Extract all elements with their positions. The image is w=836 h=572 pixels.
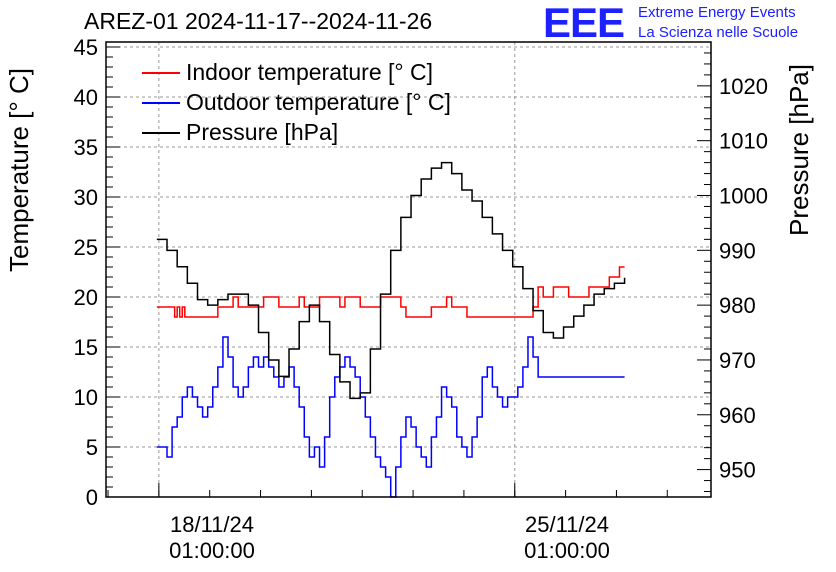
left-tick-label: 40 xyxy=(74,85,98,110)
logo-line-1: Extreme Energy Events xyxy=(638,4,796,21)
left-axis: 0 5 10 15 20 25 30 35 40 45 xyxy=(74,35,120,510)
right-tick-label: 970 xyxy=(719,348,756,373)
left-tick-label: 45 xyxy=(74,35,98,60)
y-axis-right-label: Pressure [hPa] xyxy=(784,64,814,236)
x-tick-1-time: 01:00:00 xyxy=(169,538,255,563)
left-tick-label: 35 xyxy=(74,135,98,160)
right-tick-label: 990 xyxy=(719,238,756,263)
x-tick-2-time: 01:00:00 xyxy=(524,538,610,563)
left-tick-label: 20 xyxy=(74,285,98,310)
legend-label-pressure: Pressure [hPa] xyxy=(186,119,339,145)
series-line-0 xyxy=(156,266,625,318)
right-tick-label: 1010 xyxy=(719,129,768,154)
series-line-2 xyxy=(156,161,626,400)
eee-logo: EEE xyxy=(543,0,625,46)
legend-label-outdoor: Outdoor temperature [° C] xyxy=(186,89,451,115)
legend-label-indoor: Indoor temperature [° C] xyxy=(186,59,433,85)
x-axis xyxy=(107,483,668,497)
right-tick-label: 960 xyxy=(719,403,756,428)
right-tick-label: 1020 xyxy=(719,74,768,99)
x-tick-1-date: 18/11/24 xyxy=(169,512,254,537)
legend-swatch-outdoor xyxy=(142,102,180,104)
chart-title: AREZ-01 2024-11-17--2024-11-26 xyxy=(84,8,433,34)
x-tick-2-date: 25/11/24 xyxy=(524,512,609,537)
y-axis-left-label: Temperature [° C] xyxy=(4,67,34,272)
x-tick-label-1: 18/11/24 01:00:00 xyxy=(142,512,282,564)
legend-swatch-indoor xyxy=(142,72,180,74)
right-tick-label: 1000 xyxy=(719,183,768,208)
plot-frame xyxy=(105,41,712,498)
left-tick-label: 30 xyxy=(74,185,98,210)
series-layer xyxy=(156,161,626,498)
series-line-1 xyxy=(156,336,625,498)
logo-line-2: La Scienza nelle Scuole xyxy=(638,24,799,41)
right-axis: 950 960 970 980 990 1000 1010 1020 xyxy=(697,52,768,493)
left-tick-label: 10 xyxy=(74,385,98,410)
x-tick-label-2: 25/11/24 01:00:00 xyxy=(497,512,637,564)
grid-lines xyxy=(106,42,711,497)
right-tick-label: 980 xyxy=(719,293,756,318)
left-tick-label: 15 xyxy=(74,335,98,360)
right-tick-label: 950 xyxy=(719,458,756,483)
left-tick-label: 0 xyxy=(86,485,98,510)
left-tick-label: 5 xyxy=(86,435,98,460)
legend-swatch-pressure xyxy=(142,132,180,134)
left-tick-label: 25 xyxy=(74,235,98,260)
